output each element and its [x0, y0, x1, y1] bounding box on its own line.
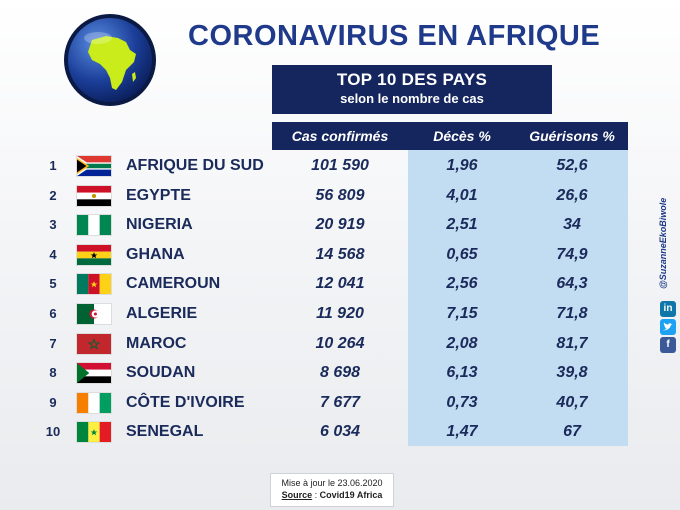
cases-value: 11 920: [316, 304, 364, 322]
country-name: CAMEROUN: [126, 275, 221, 293]
country-name: EGYPTE: [126, 186, 191, 204]
deaths-value: 0,65: [446, 245, 478, 263]
deaths-value: 6,13: [446, 364, 478, 382]
cases-value: 7 677: [319, 393, 361, 411]
cases-value: 14 568: [315, 245, 365, 263]
algeria-flag-icon: [76, 302, 112, 325]
recoveries-value: 64,3: [556, 275, 588, 293]
cases-value: 20 919: [315, 216, 365, 234]
page-title: CORONAVIRUS EN AFRIQUE: [188, 20, 601, 52]
header-recoveries: Guérisons %: [516, 122, 628, 150]
africa-globe-icon: [62, 12, 158, 108]
deaths-value: 7,15: [446, 304, 478, 322]
rank: 3: [49, 217, 57, 233]
cameroon-flag-icon: [76, 273, 112, 296]
deaths-value: 0,73: [446, 393, 478, 411]
rank: 10: [45, 424, 61, 440]
recoveries-value: 74,9: [556, 245, 588, 263]
source-label: Source: [281, 490, 313, 500]
header-deaths: Décès %: [408, 122, 516, 150]
cases-value: 10 264: [315, 334, 365, 352]
table-row: 5 CAMEROUN 12 041 2,56 64,3: [0, 269, 680, 299]
recoveries-value: 39,8: [556, 364, 588, 382]
cases-value: 56 809: [315, 186, 365, 204]
country-name: MAROC: [126, 334, 187, 352]
linkedin-icon: in: [660, 301, 676, 317]
subtitle-line2: selon le nombre de cas: [340, 91, 484, 106]
rank: 9: [49, 394, 57, 410]
deaths-value: 2,08: [446, 334, 478, 352]
cases-value: 6 034: [319, 423, 361, 441]
subtitle-box: TOP 10 DES PAYS selon le nombre de cas: [272, 65, 552, 114]
table-row: 2 EGYPTE 56 809 4,01 26,6: [0, 181, 680, 211]
twitter-icon: [660, 319, 676, 335]
country-name: AFRIQUE DU SUD: [126, 157, 264, 174]
rank: 5: [49, 276, 57, 292]
highlight-panel: [408, 150, 628, 446]
subtitle-line1: TOP 10 DES PAYS: [336, 70, 488, 89]
recoveries-value: 81,7: [556, 334, 588, 352]
country-name: CÔTE D'IVOIRE: [126, 393, 245, 411]
recoveries-value: 26,6: [556, 186, 588, 204]
recoveries-value: 71,8: [556, 304, 588, 322]
recoveries-value: 40,7: [556, 393, 588, 411]
cases-value: 8 698: [319, 364, 361, 382]
facebook-icon: f: [660, 337, 676, 353]
recoveries-value: 34: [563, 216, 581, 234]
table-row: 10 SENEGAL 6 034 1,47 67: [0, 417, 680, 447]
rank: 4: [49, 246, 57, 262]
nigeria-flag-icon: [76, 214, 112, 237]
social-credits: @SuzanneEkoBiwole in f: [658, 188, 678, 358]
table-row: 1 AFRIQUE DU SUD 101 590 1,96 52,6: [0, 151, 680, 181]
table-row: 6 ALGERIE 11 920 7,15 71,8: [0, 299, 680, 329]
social-handle: @SuzanneEkoBiwole: [658, 197, 668, 289]
cases-value: 101 590: [311, 157, 369, 174]
recoveries-value: 67: [563, 423, 581, 441]
table-row: 7 MAROC 10 264 2,08 81,7: [0, 329, 680, 359]
footer-note: Mise à jour le 23.06.2020 Source : Covid…: [270, 473, 394, 507]
deaths-value: 2,51: [446, 216, 478, 234]
morocco-flag-icon: [76, 332, 112, 355]
country-name: SENEGAL: [126, 423, 204, 441]
south-africa-flag-icon: [76, 155, 112, 177]
country-table: 1 AFRIQUE DU SUD 101 590 1,96 52,6 2 EGY…: [0, 151, 680, 447]
rank: 2: [49, 187, 57, 203]
country-name: ALGERIE: [126, 304, 198, 322]
table-row: 8 SOUDAN 8 698 6,13 39,8: [0, 358, 680, 388]
rank: 8: [49, 365, 57, 381]
table-row: 3 NIGERIA 20 919 2,51 34: [0, 210, 680, 240]
sudan-flag-icon: [76, 362, 112, 385]
country-name: GHANA: [126, 245, 185, 263]
country-name: SOUDAN: [126, 364, 196, 382]
source-value: Covid19 Africa: [319, 490, 383, 500]
deaths-value: 2,56: [446, 275, 478, 293]
source-line: Source : Covid19 Africa: [271, 490, 393, 500]
rank: 6: [49, 305, 57, 321]
rank: 1: [49, 158, 57, 173]
deaths-value: 1,47: [446, 423, 478, 441]
cases-value: 12 041: [315, 275, 365, 293]
update-date: Mise à jour le 23.06.2020: [281, 478, 383, 488]
senegal-flag-icon: [76, 421, 112, 444]
table-row: 4 GHANA 14 568 0,65 74,9: [0, 240, 680, 270]
ghana-flag-icon: [76, 243, 112, 266]
cote-divoire-flag-icon: [76, 391, 112, 414]
egypt-flag-icon: [76, 184, 112, 207]
deaths-value: 1,96: [446, 157, 478, 174]
source-separator: :: [312, 490, 320, 500]
table-row: 9 CÔTE D'IVOIRE 7 677 0,73 40,7: [0, 388, 680, 418]
rank: 7: [49, 335, 57, 351]
header-cases: Cas confirmés: [272, 122, 408, 150]
country-name: NIGERIA: [126, 216, 193, 234]
deaths-value: 4,01: [446, 186, 478, 204]
recoveries-value: 52,6: [556, 157, 588, 174]
